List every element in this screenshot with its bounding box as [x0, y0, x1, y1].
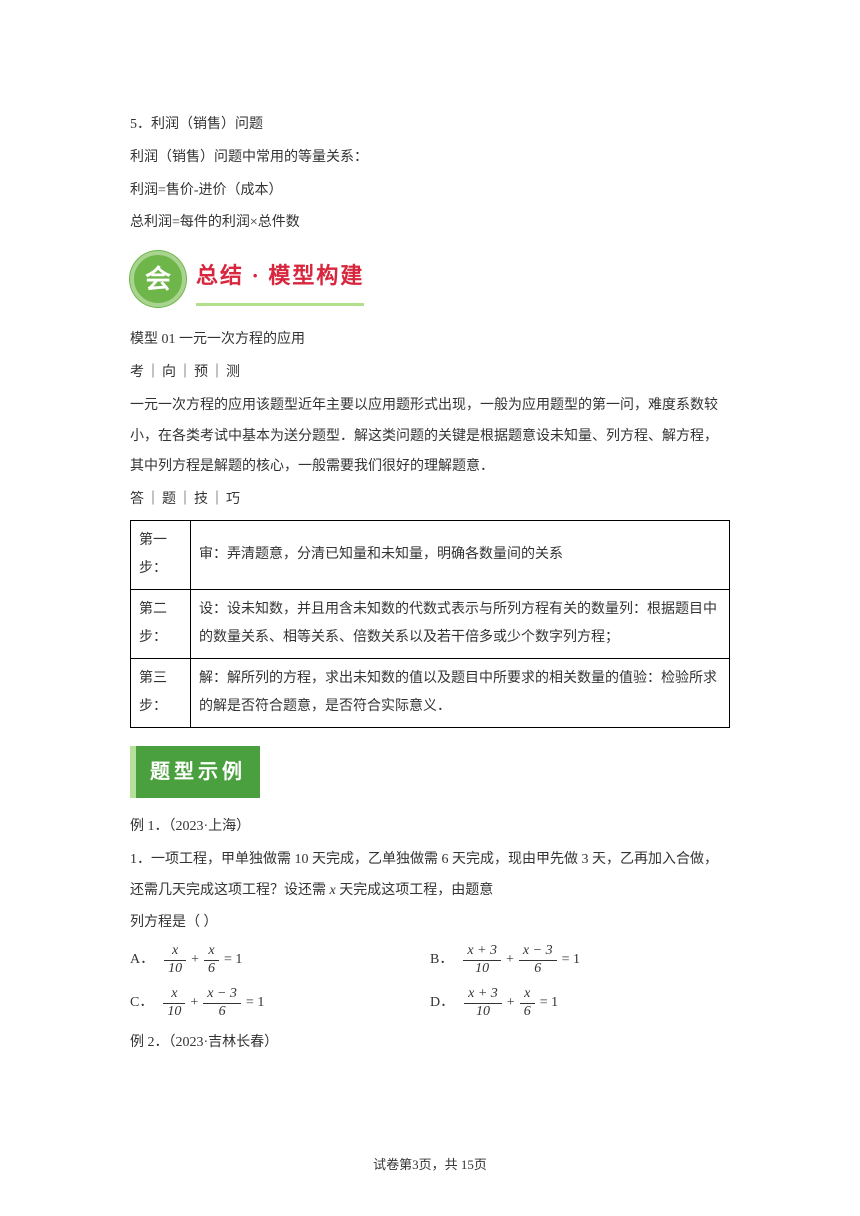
plus-icon: +: [507, 988, 515, 1019]
ex1-question: 1．一项工程，甲单独做需 10 天完成，乙单独做需 6 天完成，现由甲先做 3 …: [130, 845, 730, 907]
option-d[interactable]: D． x + 310 + x6 = 1: [430, 986, 730, 1021]
datiji-label: 答｜题｜技｜巧: [130, 485, 730, 516]
fraction-icon: x − 36: [519, 943, 557, 978]
option-a[interactable]: A． x10 + x6 = 1: [130, 943, 430, 978]
fraction-icon: x10: [164, 943, 186, 978]
hui-circle-icon: 会: [130, 251, 186, 307]
ex1-question-line2: 列方程是（ ）: [130, 908, 730, 939]
fraction-icon: x + 310: [464, 986, 502, 1021]
fraction-icon: x − 36: [203, 986, 241, 1021]
fraction-icon: x6: [520, 986, 535, 1021]
equals-icon: = 1: [540, 988, 558, 1019]
step1-left: 第一 步：: [131, 520, 191, 589]
section5-title: 5．利润（销售）问题: [130, 110, 730, 141]
step2-left-b: 步：: [139, 630, 167, 645]
fraction-icon: x10: [163, 986, 185, 1021]
step1-right: 审：弄清题意，分清已知量和未知量，明确各数量间的关系: [191, 520, 730, 589]
hui-banner: 会 总结 · 模型构建: [130, 251, 730, 307]
plus-icon: +: [506, 945, 514, 976]
hui-banner-text: 总结 · 模型构建: [196, 252, 364, 305]
option-b[interactable]: B． x + 310 + x − 36 = 1: [430, 943, 730, 978]
option-d-label: D．: [430, 988, 454, 1019]
step2-right: 设：设未知数，并且用含未知数的代数式表示与所列方程有关的数量列：根据题目中的数量…: [191, 589, 730, 658]
section5-line1: 利润（销售）问题中常用的等量关系：: [130, 143, 730, 174]
step3-left-a: 第三: [139, 671, 167, 686]
option-a-label: A．: [130, 945, 154, 976]
step3-left: 第三 步：: [131, 658, 191, 727]
options-block: A． x10 + x6 = 1 B． x + 310 + x − 36 = 1 …: [130, 943, 730, 1028]
table-row: 第三 步： 解：解所列的方程，求出未知数的值以及题目中所要求的相关数量的值验：检…: [131, 658, 730, 727]
step1-left-b: 步：: [139, 561, 167, 576]
ex2-header: 例 2．（2023·吉林长春）: [130, 1028, 730, 1059]
step2-left-a: 第二: [139, 602, 167, 617]
ex1-header: 例 1．（2023·上海）: [130, 812, 730, 843]
step1-left-a: 第一: [139, 533, 167, 548]
plus-icon: +: [190, 988, 198, 1019]
plus-icon: +: [191, 945, 199, 976]
option-b-label: B．: [430, 945, 453, 976]
section5-line2: 利润=售价-进价（成本）: [130, 176, 730, 207]
table-row: 第二 步： 设：设未知数，并且用含未知数的代数式表示与所列方程有关的数量列：根据…: [131, 589, 730, 658]
equals-icon: = 1: [562, 945, 580, 976]
equals-icon: = 1: [246, 988, 264, 1019]
step3-left-b: 步：: [139, 699, 167, 714]
footer-right: 共 15页: [445, 1157, 487, 1172]
example-badge: 题型示例: [130, 746, 260, 798]
footer-left: 试卷第3页，: [373, 1157, 445, 1172]
page-footer: 试卷第3页，共 15页: [0, 1151, 860, 1180]
model-desc: 一元一次方程的应用该题型近年主要以应用题形式出现，一般为应用题型的第一问，难度系…: [130, 391, 730, 483]
table-row: 第一 步： 审：弄清题意，分清已知量和未知量，明确各数量间的关系: [131, 520, 730, 589]
model-title: 模型 01 一元一次方程的应用: [130, 325, 730, 356]
steps-table: 第一 步： 审：弄清题意，分清已知量和未知量，明确各数量间的关系 第二 步： 设…: [130, 520, 730, 728]
ex1-q-part2: 天完成这项工程，由题意: [336, 883, 494, 898]
fraction-icon: x + 310: [463, 943, 501, 978]
fraction-icon: x6: [204, 943, 219, 978]
option-c-label: C．: [130, 988, 153, 1019]
equals-icon: = 1: [224, 945, 242, 976]
step3-right: 解：解所列的方程，求出未知数的值以及题目中所要求的相关数量的值验：检验所求的解是…: [191, 658, 730, 727]
option-c[interactable]: C． x10 + x − 36 = 1: [130, 986, 430, 1021]
kaoxiang-label: 考｜向｜预｜测: [130, 358, 730, 389]
step2-left: 第二 步：: [131, 589, 191, 658]
section5-line3: 总利润=每件的利润×总件数: [130, 208, 730, 239]
